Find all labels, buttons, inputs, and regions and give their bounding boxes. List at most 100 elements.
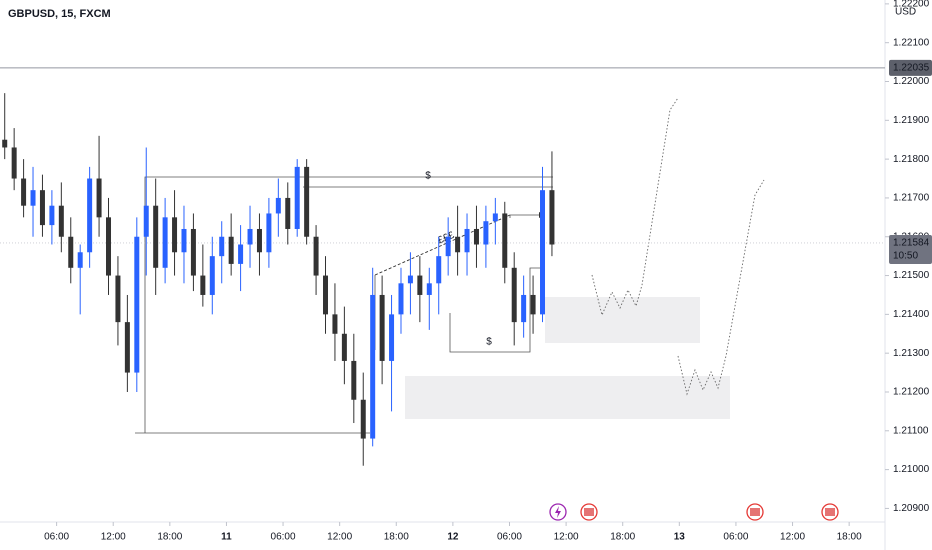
x-tick-label: 13	[674, 532, 686, 543]
y-tick-label: 1.21300	[893, 348, 930, 359]
chart-title: GBPUSD, 15, FXCM	[8, 8, 111, 20]
candle-body	[417, 275, 423, 295]
candle-body	[172, 217, 178, 253]
y-tick-label: 1.20900	[893, 503, 930, 514]
y-tick-label: 1.21100	[893, 425, 929, 436]
candle-body	[153, 205, 159, 268]
candle-body	[96, 178, 102, 218]
candle-body	[238, 244, 244, 264]
candle-body	[341, 333, 347, 361]
candle-body	[209, 256, 215, 295]
countdown-label: 10:50	[893, 251, 918, 262]
candle-body	[389, 314, 395, 361]
projection-path	[591, 97, 679, 317]
event-icon[interactable]	[746, 503, 764, 521]
x-tick-label: 18:00	[610, 532, 635, 543]
price-tag-label: 1.22035	[893, 63, 930, 74]
x-tick-label: 18:00	[384, 532, 409, 543]
candle-body	[228, 236, 234, 264]
x-tick-label: 06:00	[271, 532, 296, 543]
candle-body	[115, 275, 121, 323]
candle-body	[549, 190, 555, 245]
candle-body	[68, 236, 74, 268]
arrow-line	[509, 214, 542, 218]
candle-body	[313, 236, 319, 276]
y-tick-label: 1.21800	[893, 154, 930, 165]
candle-body	[30, 190, 36, 206]
y-tick-label: 1.22200	[893, 0, 930, 10]
annotation: $	[425, 171, 431, 182]
candle-body	[275, 197, 281, 214]
y-tick-label: 1.21900	[893, 115, 930, 126]
event-icon[interactable]	[549, 503, 567, 521]
candle-body	[256, 228, 262, 253]
candle-body	[323, 275, 329, 315]
candle-body	[530, 294, 536, 315]
x-tick-label: 12	[447, 532, 459, 543]
candle-body	[436, 256, 442, 284]
candle-body	[379, 294, 385, 361]
candle-body	[304, 166, 310, 237]
x-tick-label: 18:00	[157, 532, 182, 543]
candle-body	[143, 205, 149, 237]
price-tag	[889, 234, 932, 264]
candle-body	[39, 190, 45, 226]
y-tick-label: 1.21500	[893, 270, 930, 281]
candle-body	[332, 314, 338, 334]
y-tick-label: 1.21700	[893, 193, 930, 204]
candle-body	[426, 283, 432, 295]
candle-body	[407, 275, 413, 284]
x-tick-label: 12:00	[327, 532, 352, 543]
y-tick-label: 1.21400	[893, 309, 930, 320]
x-tick-label: 06:00	[497, 532, 522, 543]
zone-box	[545, 297, 700, 343]
candle-body	[247, 228, 253, 245]
candle-body	[294, 166, 300, 229]
candle-body	[200, 275, 206, 295]
candle-body	[521, 294, 527, 323]
x-tick-label: 06:00	[723, 532, 748, 543]
candle-body	[2, 139, 8, 148]
candle-body	[181, 228, 187, 253]
candle-body	[190, 228, 196, 276]
candle-body	[49, 205, 55, 226]
x-tick-label: 11	[221, 532, 232, 543]
candle-body	[106, 217, 112, 276]
event-icon[interactable]	[821, 503, 839, 521]
candle-body	[492, 213, 498, 222]
zone-box	[405, 376, 730, 419]
candle-body	[398, 283, 404, 315]
candle-body	[58, 205, 64, 237]
candle-body	[511, 267, 517, 323]
x-tick-label: 12:00	[554, 532, 579, 543]
candle-body	[502, 213, 508, 268]
y-tick-label: 1.22100	[893, 37, 930, 48]
candle-body	[266, 213, 272, 253]
y-tick-label: 1.21200	[893, 387, 930, 398]
candle-body	[473, 228, 479, 245]
candle-body	[219, 236, 225, 257]
candle-body	[360, 399, 366, 439]
candle-body	[540, 190, 546, 315]
level-line	[144, 176, 553, 433]
candle-body	[134, 236, 140, 373]
candle-body	[370, 294, 376, 439]
candle-body	[21, 178, 27, 206]
x-tick-label: 18:00	[837, 532, 862, 543]
candle-body	[162, 217, 168, 268]
price-tag-label: 1.21584	[893, 238, 930, 249]
candle-body	[11, 147, 17, 179]
candle-body	[77, 252, 83, 268]
candle-body	[124, 322, 130, 373]
candle-body	[483, 221, 489, 245]
projection-path	[677, 179, 765, 396]
event-icon[interactable]	[580, 503, 598, 521]
candle-body	[455, 236, 461, 253]
candle-body	[87, 178, 93, 253]
price-tag	[889, 59, 932, 76]
y-tick-label: 1.21000	[893, 464, 930, 475]
x-tick-label: 12:00	[101, 532, 126, 543]
candle-body	[285, 197, 291, 229]
